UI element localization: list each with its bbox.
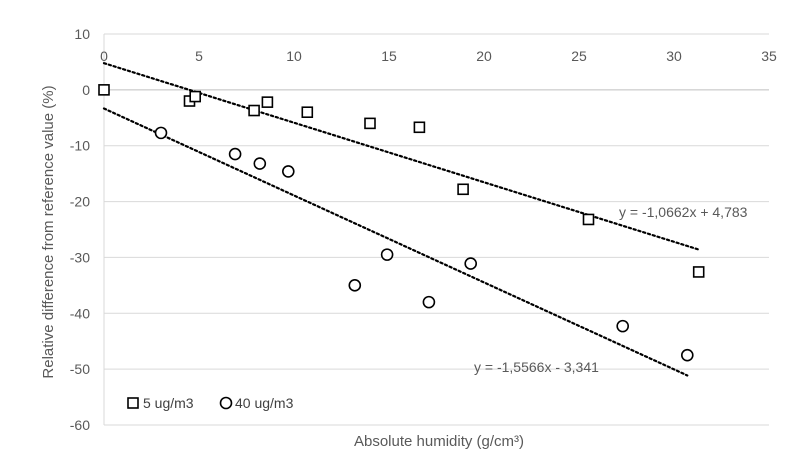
data-point-circle <box>464 257 478 270</box>
data-point-circle <box>616 319 630 333</box>
data-point-square <box>692 266 705 278</box>
axes: 10 0 -10 -20 -30 -40 -50 -60 0 5 10 15 20 25 30 35 <box>70 26 777 433</box>
trendline-5ug <box>102 62 700 251</box>
y-tick-label: 0 <box>82 82 90 98</box>
trendline-equation-40ug: y = -1,5566x - 3,341 <box>474 359 599 375</box>
y-tick-label: -40 <box>70 305 90 321</box>
legend-square-marker <box>127 397 139 409</box>
gridlines <box>104 33 769 426</box>
y-axis-title: Relative difference from reference value… <box>40 85 57 378</box>
y-tick-label: 10 <box>74 26 90 42</box>
data-point-square <box>248 104 260 117</box>
data-point-circle <box>380 248 394 261</box>
data-point-circle <box>154 126 168 140</box>
legend-label-40ug: 40 ug/m3 <box>235 395 294 411</box>
trendline-equation-5ug: y = -1,0662x + 4,783 <box>619 204 748 220</box>
data-point-square <box>98 84 110 96</box>
x-tick-label: 20 <box>476 48 492 64</box>
data-point-square <box>413 121 426 134</box>
data-point-square <box>301 106 314 118</box>
legend: 5 ug/m3 40 ug/m3 <box>127 395 294 411</box>
data-points <box>98 84 705 362</box>
data-point-square <box>261 96 274 108</box>
trendline-40ug <box>102 107 689 377</box>
data-point-circle <box>422 295 436 309</box>
data-point-square <box>457 183 469 196</box>
data-point-circle <box>680 348 694 362</box>
y-tick-label: -20 <box>70 194 90 210</box>
legend-circle-marker <box>219 396 233 410</box>
legend-label-5ug: 5 ug/m3 <box>143 395 194 411</box>
y-tick-label: -50 <box>70 361 90 377</box>
data-point-circle <box>228 147 242 161</box>
data-point-square <box>364 117 376 130</box>
x-tick-label: 15 <box>381 48 397 64</box>
y-tick-label: -10 <box>70 138 90 154</box>
data-point-square <box>582 213 595 226</box>
y-tick-label: -30 <box>70 249 90 265</box>
x-tick-label: 30 <box>666 48 682 64</box>
x-tick-label: 25 <box>571 48 587 64</box>
data-point-circle <box>253 157 267 170</box>
x-axis-title: Absolute humidity (g/cm³) <box>354 433 524 450</box>
x-tick-label: 0 <box>100 48 108 64</box>
data-point-circle <box>281 165 295 178</box>
x-tick-label: 35 <box>761 48 777 64</box>
x-tick-label: 5 <box>195 48 203 64</box>
trendlines <box>102 62 700 377</box>
x-tick-label: 10 <box>286 48 302 64</box>
data-point-circle <box>348 279 362 292</box>
data-point-square <box>189 90 201 103</box>
y-tick-label: -60 <box>70 417 90 433</box>
